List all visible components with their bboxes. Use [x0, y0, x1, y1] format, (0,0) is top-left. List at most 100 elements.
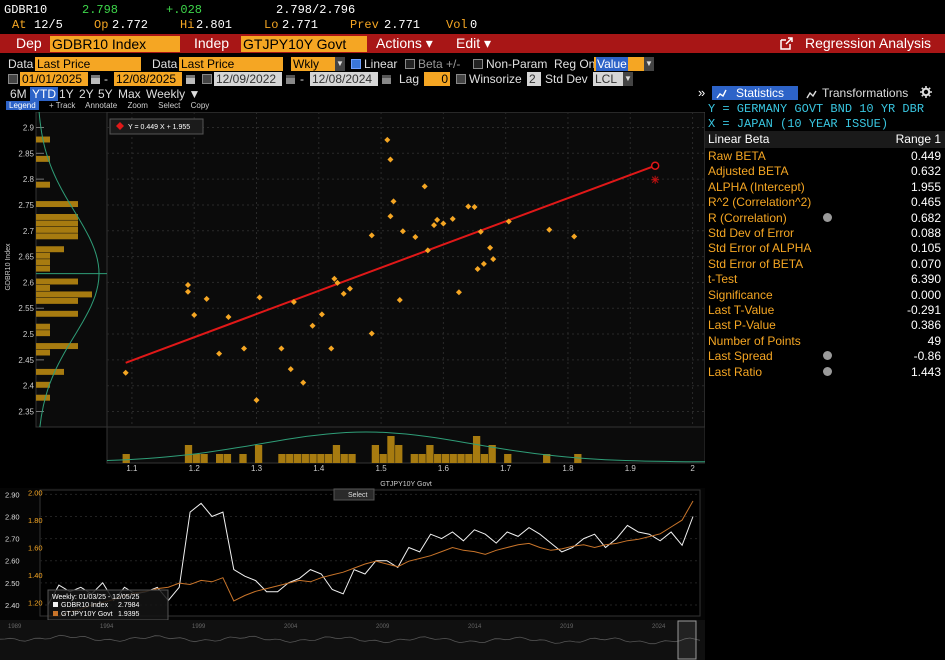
scatter-point: [384, 136, 391, 143]
calendar-icon[interactable]: [381, 73, 392, 85]
y-histogram-bar: [36, 343, 78, 350]
stats-metric-value: 6.390: [910, 272, 941, 287]
data-field-indep[interactable]: Last Price: [179, 57, 283, 71]
x-histogram-bar: [574, 454, 582, 463]
nonparam-checkbox[interactable]: [473, 59, 483, 69]
linear-label: Linear: [364, 57, 398, 71]
scatter-point: [191, 311, 198, 318]
winsorize-checkbox[interactable]: [456, 74, 466, 84]
data-label-dep: Data: [8, 57, 34, 71]
annotate-tool[interactable]: Annotate: [85, 101, 118, 110]
info-icon[interactable]: [823, 351, 832, 361]
y-histogram-bar: [36, 330, 50, 337]
range2-checkbox[interactable]: [202, 74, 212, 84]
external-link-icon[interactable]: [780, 37, 793, 50]
scatter-point: [490, 256, 497, 263]
range2-start-date[interactable]: 12/09/2022: [214, 72, 282, 86]
x-histogram-bar: [122, 454, 130, 463]
scatter-point: [505, 218, 512, 225]
scatter-point: [331, 275, 338, 282]
reg-on-dropdown-icon[interactable]: ▼: [644, 57, 654, 71]
stats-row: Raw BETA 0.449: [708, 149, 941, 164]
edit-menu[interactable]: Edit ▾: [456, 35, 492, 51]
scatter-point: [318, 311, 325, 318]
transformations-icon: [806, 88, 817, 99]
linear-checkbox[interactable]: [351, 59, 361, 69]
zoom-tool[interactable]: Zoom: [127, 101, 148, 110]
reg-on-value: Value: [596, 57, 628, 71]
last-price: 2.798: [82, 3, 119, 17]
right-axis-tick: 2.00: [28, 489, 43, 498]
indep-security-field[interactable]: GTJPY10Y Govt: [241, 36, 367, 52]
calendar-icon[interactable]: [185, 73, 196, 85]
function-bar: Dep GDBR10 Index Indep GTJPY10Y Govt Act…: [0, 34, 945, 53]
collapse-panel-icon[interactable]: »: [698, 85, 706, 100]
stats-metric-label: R^2 (Correlation^2): [708, 195, 812, 210]
stddev-select[interactable]: LCL: [593, 72, 623, 86]
frequency-dropdown-icon[interactable]: ▼: [335, 57, 345, 71]
select-tool[interactable]: Select: [158, 101, 181, 110]
beta-checkbox[interactable]: [405, 59, 415, 69]
stats-metric-value: 0.632: [910, 164, 941, 179]
scatter-point: [203, 295, 210, 302]
data-field-dep[interactable]: Last Price: [35, 57, 141, 71]
stats-metric-value: 0.449: [910, 149, 941, 163]
y-axis-label: GDBR10 Index: [5, 243, 12, 291]
y-normal-curve: [38, 112, 100, 428]
tab-5y[interactable]: 5Y: [98, 87, 113, 101]
tab-statistics[interactable]: Statistics: [712, 86, 798, 100]
range1-end-date[interactable]: 12/08/2025: [114, 72, 182, 86]
scatter-point: [241, 345, 248, 352]
copy-tool[interactable]: Copy: [190, 101, 210, 110]
frequency-select[interactable]: Wkly: [291, 57, 335, 71]
x-histogram-bar: [223, 454, 232, 463]
dep-security-field[interactable]: GDBR10 Index: [50, 36, 180, 52]
calendar-icon[interactable]: [90, 73, 101, 85]
settings-gear-icon[interactable]: [920, 86, 932, 98]
tab-max[interactable]: Max: [118, 87, 141, 101]
lag-input[interactable]: 0: [424, 72, 450, 86]
y-tick-label: 2.4: [23, 382, 35, 391]
stats-metric-label: Std Dev of Error: [708, 226, 795, 240]
x-histogram-bar: [504, 454, 512, 463]
y-histogram-bar: [36, 349, 50, 356]
calendar-icon[interactable]: [285, 73, 296, 85]
winsorize-input[interactable]: 2: [527, 72, 541, 86]
x-histogram-bar: [457, 454, 465, 463]
tab-1y[interactable]: 1Y: [59, 87, 74, 101]
info-icon[interactable]: [823, 212, 832, 222]
tab-weekly[interactable]: Weekly ▼: [146, 87, 201, 101]
legend-tool[interactable]: Legend: [6, 101, 39, 110]
y-tick-label: 2.35: [18, 408, 34, 417]
x-histogram-bar: [488, 445, 496, 463]
actions-menu[interactable]: Actions ▾: [376, 35, 433, 51]
x-histogram-bar: [348, 454, 356, 463]
time-series-chart: 2.40 2.50 2.60 2.70 2.80 2.90 1.20 1.40 1.60 1.80…: [0, 488, 705, 660]
x-histogram-bar: [418, 454, 426, 463]
x-histogram-bar: [410, 454, 418, 463]
stats-row: Number of Points 49: [708, 334, 941, 349]
scatter-chart: 2.35 2.4 2.45 2.5 2.55 2.6 2.65 2.7 2.75 2.8 2.85 2…: [5, 112, 705, 488]
y-histogram-bar: [36, 233, 78, 240]
select-button-bg: [333, 488, 375, 501]
x-histogram-bar: [278, 454, 286, 463]
reg-on-select[interactable]: Value: [594, 57, 644, 71]
y-histogram-bar: [36, 291, 92, 298]
range1-checkbox[interactable]: [8, 74, 18, 84]
tab-transformations[interactable]: Transformations: [804, 86, 914, 100]
bid-ask: 2.798/2.796: [276, 3, 356, 17]
tab-2y[interactable]: 2Y: [79, 87, 94, 101]
range2-end-date[interactable]: 12/08/2024: [310, 72, 378, 86]
info-icon[interactable]: [823, 366, 832, 376]
tab-6m[interactable]: 6M: [10, 87, 27, 101]
scatter-point: [571, 233, 578, 240]
y-histogram-bar: [36, 381, 50, 388]
x-histogram-bar: [480, 454, 489, 463]
tab-ytd[interactable]: YTD: [30, 87, 58, 101]
reg-on-label: Reg On: [554, 57, 596, 71]
y-histogram-bar: [36, 201, 78, 208]
track-tool[interactable]: + Track: [48, 101, 76, 110]
range1-start-date[interactable]: 01/01/2025: [20, 72, 88, 86]
stddev-dropdown-icon[interactable]: ▼: [623, 72, 633, 86]
x-tick-label: 1.6: [438, 464, 450, 473]
